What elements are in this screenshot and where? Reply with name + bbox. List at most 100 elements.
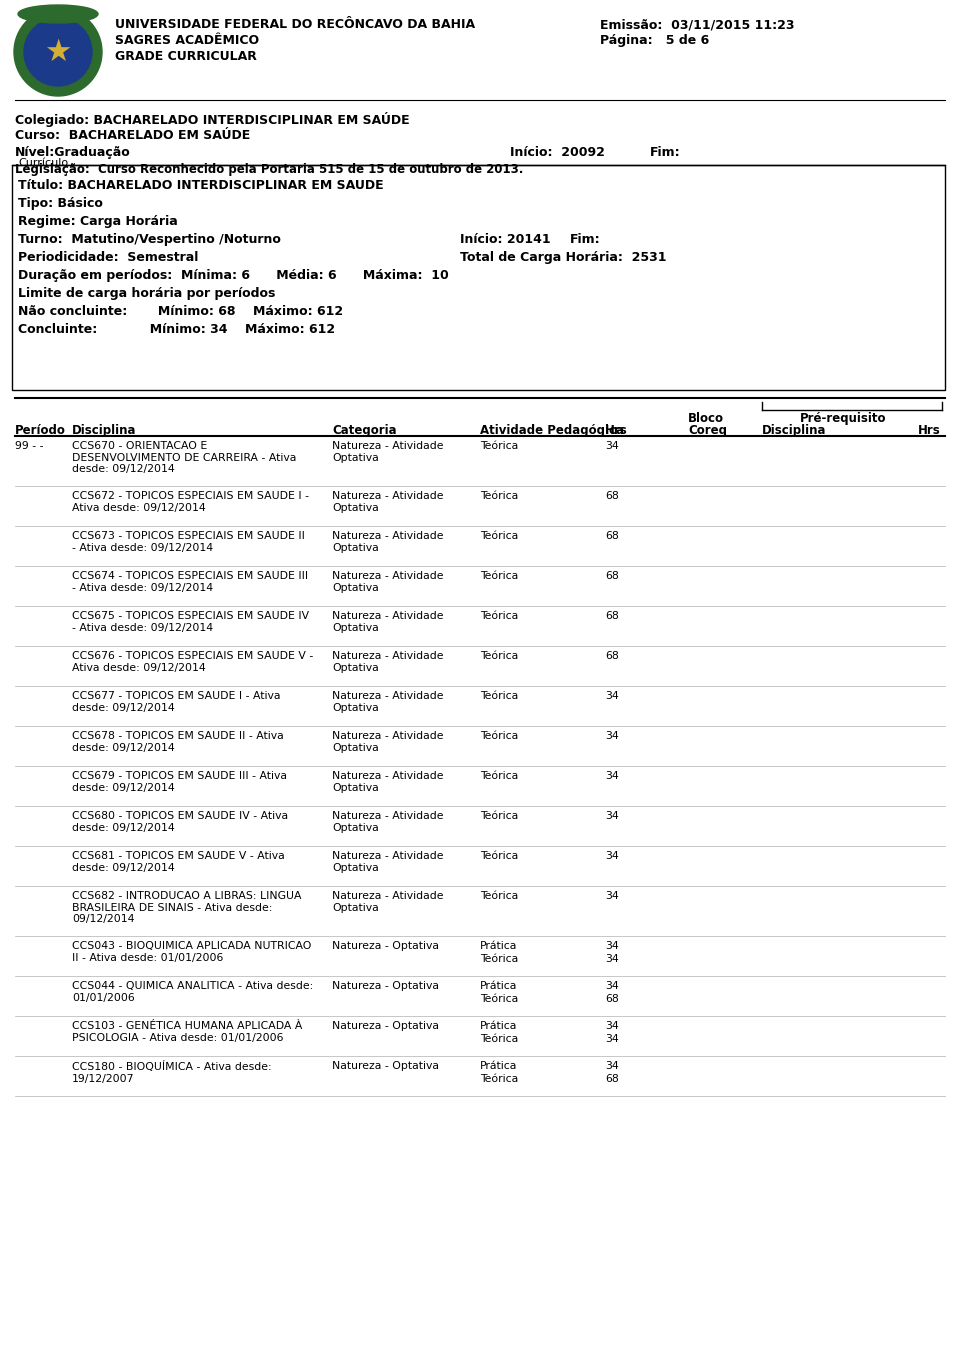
Text: Teórica: Teórica bbox=[480, 571, 518, 580]
Text: 34: 34 bbox=[605, 441, 619, 451]
Text: Legislação:  Curso Reconhecido pela Portaria 515 de 15 de outubro de 2013.: Legislação: Curso Reconhecido pela Porta… bbox=[15, 162, 523, 176]
Text: Natureza - Atividade
Optativa: Natureza - Atividade Optativa bbox=[332, 491, 444, 513]
Text: Título: BACHARELADO INTERDISCIPLINAR EM SAUDE: Título: BACHARELADO INTERDISCIPLINAR EM … bbox=[18, 179, 384, 192]
Text: Disciplina: Disciplina bbox=[762, 423, 827, 437]
Text: 34: 34 bbox=[605, 940, 619, 951]
Text: Emissão:  03/11/2015 11:23: Emissão: 03/11/2015 11:23 bbox=[600, 18, 795, 31]
Text: Duração em períodos:  Mínima: 6      Média: 6      Máxima:  10: Duração em períodos: Mínima: 6 Média: 6 … bbox=[18, 269, 448, 281]
Text: Hrs: Hrs bbox=[918, 423, 941, 437]
Circle shape bbox=[14, 8, 102, 96]
Text: CCS680 - TOPICOS EM SAUDE IV - Ativa
desde: 09/12/2014: CCS680 - TOPICOS EM SAUDE IV - Ativa des… bbox=[72, 810, 288, 832]
Text: CCS043 - BIOQUIMICA APLICADA NUTRICAO
II - Ativa desde: 01/01/2006: CCS043 - BIOQUIMICA APLICADA NUTRICAO II… bbox=[72, 940, 311, 962]
Text: 68: 68 bbox=[605, 530, 619, 541]
Text: CCS103 - GENÉTICA HUMANA APLICADA À
PSICOLOGIA - Ativa desde: 01/01/2006: CCS103 - GENÉTICA HUMANA APLICADA À PSIC… bbox=[72, 1022, 302, 1043]
Text: 68: 68 bbox=[605, 994, 619, 1004]
Text: Disciplina: Disciplina bbox=[72, 423, 136, 437]
Text: 34: 34 bbox=[605, 1034, 619, 1045]
Text: Natureza - Atividade
Optativa: Natureza - Atividade Optativa bbox=[332, 691, 444, 713]
Text: 34: 34 bbox=[605, 954, 619, 963]
Text: Teórica: Teórica bbox=[480, 892, 518, 901]
Text: SAGRES ACADÊMICO: SAGRES ACADÊMICO bbox=[115, 34, 259, 47]
Ellipse shape bbox=[18, 5, 98, 23]
Text: Coreq: Coreq bbox=[688, 423, 727, 437]
Text: CCS679 - TOPICOS EM SAUDE III - Ativa
desde: 09/12/2014: CCS679 - TOPICOS EM SAUDE III - Ativa de… bbox=[72, 771, 287, 793]
FancyBboxPatch shape bbox=[12, 165, 945, 390]
Text: Natureza - Optativa: Natureza - Optativa bbox=[332, 981, 439, 990]
Circle shape bbox=[24, 18, 92, 87]
Text: CCS673 - TOPICOS ESPECIAIS EM SAUDE II
- Ativa desde: 09/12/2014: CCS673 - TOPICOS ESPECIAIS EM SAUDE II -… bbox=[72, 530, 305, 552]
Text: Currículo: Currículo bbox=[18, 158, 68, 168]
Text: Início: 20141: Início: 20141 bbox=[460, 233, 551, 246]
Text: Natureza - Atividade
Optativa: Natureza - Atividade Optativa bbox=[332, 441, 444, 463]
Text: Fim:: Fim: bbox=[570, 233, 601, 246]
Text: Categoria: Categoria bbox=[332, 423, 396, 437]
Text: Natureza - Optativa: Natureza - Optativa bbox=[332, 1061, 439, 1072]
Text: Teórica: Teórica bbox=[480, 491, 518, 501]
Text: Página:   5 de 6: Página: 5 de 6 bbox=[600, 34, 709, 47]
Text: Curso:  BACHARELADO EM SAÚDE: Curso: BACHARELADO EM SAÚDE bbox=[15, 129, 251, 142]
Text: Teórica: Teórica bbox=[480, 994, 518, 1004]
Text: Teórica: Teórica bbox=[480, 851, 518, 861]
Text: Concluinte:            Mínimo: 34    Máximo: 612: Concluinte: Mínimo: 34 Máximo: 612 bbox=[18, 323, 335, 336]
Text: Teórica: Teórica bbox=[480, 1074, 518, 1084]
Text: 34: 34 bbox=[605, 771, 619, 781]
Text: CCS674 - TOPICOS ESPECIAIS EM SAUDE III
- Ativa desde: 09/12/2014: CCS674 - TOPICOS ESPECIAIS EM SAUDE III … bbox=[72, 571, 308, 593]
Text: CCS180 - BIOQUÍMICA - Ativa desde:
19/12/2007: CCS180 - BIOQUÍMICA - Ativa desde: 19/12… bbox=[72, 1061, 272, 1084]
Text: CCS682 - INTRODUCAO A LIBRAS: LINGUA
BRASILEIRA DE SINAIS - Ativa desde:
09/12/2: CCS682 - INTRODUCAO A LIBRAS: LINGUA BRA… bbox=[72, 892, 301, 924]
Text: Colegiado: BACHARELADO INTERDISCIPLINAR EM SAÚDE: Colegiado: BACHARELADO INTERDISCIPLINAR … bbox=[15, 112, 410, 127]
Text: Período: Período bbox=[15, 423, 66, 437]
Text: Natureza - Atividade
Optativa: Natureza - Atividade Optativa bbox=[332, 810, 444, 832]
Text: Bloco: Bloco bbox=[688, 413, 724, 425]
Text: GRADE CURRICULAR: GRADE CURRICULAR bbox=[115, 50, 257, 64]
Text: Atividade Pedagógica: Atividade Pedagógica bbox=[480, 423, 624, 437]
Text: 34: 34 bbox=[605, 892, 619, 901]
Text: Natureza - Atividade
Optativa: Natureza - Atividade Optativa bbox=[332, 892, 444, 913]
Text: Natureza - Atividade
Optativa: Natureza - Atividade Optativa bbox=[332, 612, 444, 633]
Text: Prática: Prática bbox=[480, 1022, 517, 1031]
Text: Teórica: Teórica bbox=[480, 530, 518, 541]
Text: CCS670 - ORIENTACAO E
DESENVOLVIMENTO DE CARREIRA - Ativa
desde: 09/12/2014: CCS670 - ORIENTACAO E DESENVOLVIMENTO DE… bbox=[72, 441, 297, 474]
Text: Hrs: Hrs bbox=[605, 423, 628, 437]
Text: Natureza - Optativa: Natureza - Optativa bbox=[332, 940, 439, 951]
Text: 34: 34 bbox=[605, 851, 619, 861]
Text: 34: 34 bbox=[605, 691, 619, 701]
Text: CCS676 - TOPICOS ESPECIAIS EM SAUDE V -
Ativa desde: 09/12/2014: CCS676 - TOPICOS ESPECIAIS EM SAUDE V - … bbox=[72, 651, 313, 672]
Text: Natureza - Atividade
Optativa: Natureza - Atividade Optativa bbox=[332, 571, 444, 593]
Text: 68: 68 bbox=[605, 651, 619, 662]
Text: UNIVERSIDADE FEDERAL DO RECÔNCAVO DA BAHIA: UNIVERSIDADE FEDERAL DO RECÔNCAVO DA BAH… bbox=[115, 18, 475, 31]
Text: ★: ★ bbox=[44, 38, 72, 66]
Text: Turno:  Matutino/Vespertino /Noturno: Turno: Matutino/Vespertino /Noturno bbox=[18, 233, 281, 246]
Text: Nível:Graduação: Nível:Graduação bbox=[15, 146, 131, 160]
Text: Tipo: Básico: Tipo: Básico bbox=[18, 198, 103, 210]
Text: Total de Carga Horária:  2531: Total de Carga Horária: 2531 bbox=[460, 252, 666, 264]
Text: Prática: Prática bbox=[480, 1061, 517, 1072]
Text: 34: 34 bbox=[605, 731, 619, 741]
Text: Teórica: Teórica bbox=[480, 954, 518, 963]
Text: CCS672 - TOPICOS ESPECIAIS EM SAUDE I -
Ativa desde: 09/12/2014: CCS672 - TOPICOS ESPECIAIS EM SAUDE I - … bbox=[72, 491, 309, 513]
Text: 34: 34 bbox=[605, 1061, 619, 1072]
Text: 68: 68 bbox=[605, 491, 619, 501]
Text: 34: 34 bbox=[605, 981, 619, 990]
Text: 68: 68 bbox=[605, 612, 619, 621]
Text: Teórica: Teórica bbox=[480, 1034, 518, 1045]
Text: Periodicidade:  Semestral: Periodicidade: Semestral bbox=[18, 252, 199, 264]
Text: Natureza - Atividade
Optativa: Natureza - Atividade Optativa bbox=[332, 771, 444, 793]
Text: CCS677 - TOPICOS EM SAUDE I - Ativa
desde: 09/12/2014: CCS677 - TOPICOS EM SAUDE I - Ativa desd… bbox=[72, 691, 280, 713]
Text: CCS675 - TOPICOS ESPECIAIS EM SAUDE IV
- Ativa desde: 09/12/2014: CCS675 - TOPICOS ESPECIAIS EM SAUDE IV -… bbox=[72, 612, 309, 633]
Text: Teórica: Teórica bbox=[480, 651, 518, 662]
Text: Prática: Prática bbox=[480, 940, 517, 951]
Text: CCS681 - TOPICOS EM SAUDE V - Ativa
desde: 09/12/2014: CCS681 - TOPICOS EM SAUDE V - Ativa desd… bbox=[72, 851, 285, 873]
Text: Natureza - Optativa: Natureza - Optativa bbox=[332, 1022, 439, 1031]
Text: Natureza - Atividade
Optativa: Natureza - Atividade Optativa bbox=[332, 731, 444, 752]
Text: Fim:: Fim: bbox=[650, 146, 681, 160]
Text: Limite de carga horária por períodos: Limite de carga horária por períodos bbox=[18, 287, 276, 300]
Text: Teórica: Teórica bbox=[480, 731, 518, 741]
Text: 99 - -: 99 - - bbox=[15, 441, 43, 451]
Text: Pré-requisito: Pré-requisito bbox=[800, 413, 886, 425]
Text: 68: 68 bbox=[605, 1074, 619, 1084]
Text: Teórica: Teórica bbox=[480, 612, 518, 621]
Text: Natureza - Atividade
Optativa: Natureza - Atividade Optativa bbox=[332, 651, 444, 672]
Text: Teórica: Teórica bbox=[480, 691, 518, 701]
Text: CCS044 - QUIMICA ANALITICA - Ativa desde:
01/01/2006: CCS044 - QUIMICA ANALITICA - Ativa desde… bbox=[72, 981, 313, 1003]
Text: Natureza - Atividade
Optativa: Natureza - Atividade Optativa bbox=[332, 530, 444, 552]
